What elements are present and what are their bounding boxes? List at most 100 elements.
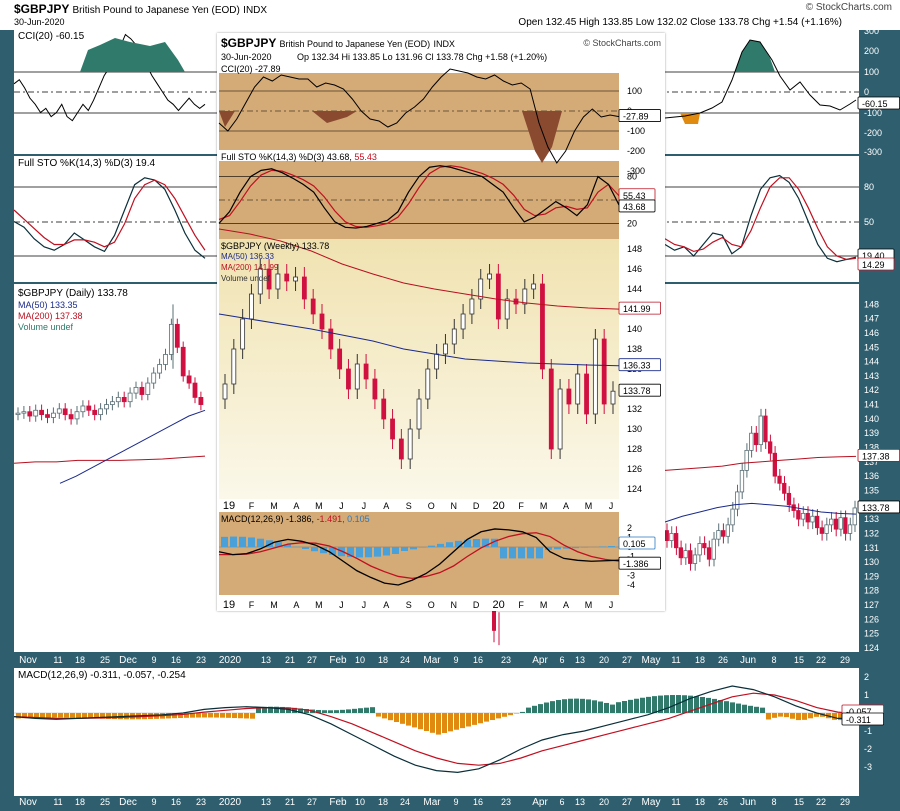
weekly-macd-bar: [518, 547, 525, 559]
daily-macd-bar: [460, 713, 465, 729]
weekly-price-tick: 148: [627, 244, 642, 254]
daily-x-label-bottom: 9: [151, 797, 156, 807]
daily-candle: [833, 518, 839, 530]
daily-candle: [815, 515, 820, 529]
weekly-candle: [425, 368, 431, 400]
daily-x-label-bottom: 26: [718, 797, 728, 807]
daily-x-label: 29: [840, 655, 850, 665]
weekly-candle: [240, 318, 246, 350]
weekly-candle: [487, 273, 492, 280]
weekly-macd-bar: [446, 542, 453, 547]
weekly-candle: [540, 283, 545, 370]
weekly-ohlc: Op 132.34 Hi 133.85 Lo 131.96 Cl 133.78 …: [297, 52, 548, 62]
weekly-macd-bar: [302, 547, 309, 549]
daily-macd-bar: [172, 713, 177, 719]
daily-macd-plot: [13, 685, 860, 774]
daily-x-label-bottom: 24: [400, 797, 410, 807]
weekly-cci-tag: -27.89: [623, 112, 649, 122]
weekly-macd-bar: [284, 544, 291, 547]
weekly-candle: [548, 368, 554, 450]
weekly-x-label-bottom: A: [563, 600, 569, 610]
chart-title: $GBPJPY British Pound to Japanese Yen (E…: [14, 2, 268, 16]
daily-candle: [805, 512, 810, 523]
weekly-macd-bar: [563, 547, 570, 549]
daily-x-label: 27: [622, 655, 632, 665]
weekly-macd-line: [218, 528, 620, 586]
daily-macd-bar: [736, 703, 741, 713]
weekly-sto-label: Full STO %K(14,3) %D(3) 43.68, 55.43: [221, 152, 377, 162]
weekly-cci-tick: -200: [627, 146, 645, 156]
daily-macd-bar: [58, 713, 63, 718]
daily-candle: [27, 411, 33, 417]
daily-x-label-bottom: 11: [53, 797, 62, 807]
daily-macd-bar: [190, 713, 195, 718]
daily-candle: [68, 414, 74, 420]
weekly-macd-bar: [491, 538, 498, 547]
daily-macd-bar: [808, 713, 813, 719]
weekly-x-label-bottom: M: [585, 600, 593, 610]
weekly-x-label-bottom: A: [293, 600, 299, 610]
daily-candle: [739, 470, 745, 493]
weekly-volume-label: Volume undef: [221, 274, 270, 283]
daily-macd-bar: [772, 713, 777, 718]
daily-x-label-bottom: 21: [285, 797, 295, 807]
weekly-macd-bar: [329, 547, 336, 555]
daily-candle: [786, 492, 792, 506]
daily-candle: [744, 449, 749, 471]
daily-x-label: 20: [599, 655, 609, 665]
daily-price-tick: 136: [864, 471, 879, 481]
daily-macd-bar: [82, 713, 87, 719]
daily-macd-bar: [268, 706, 273, 713]
daily-cci-tick: 300: [864, 26, 879, 36]
daily-x-label: May: [642, 655, 661, 666]
weekly-candle: [328, 328, 334, 350]
daily-macd-bar: [394, 713, 399, 722]
daily-x-label-bottom: Dec: [119, 797, 137, 808]
weekly-ma200-tag: 141.99: [623, 304, 651, 314]
daily-x-label: Dec: [119, 655, 137, 666]
daily-macd-bar: [52, 713, 57, 718]
daily-price-tick: 140: [864, 414, 879, 424]
daily-candle: [51, 412, 56, 418]
daily-macd-bar: [562, 699, 567, 713]
weekly-macd-tick: -4: [627, 580, 635, 590]
weekly-candle: [354, 363, 360, 390]
daily-macd-bar: [400, 713, 405, 724]
daily-candle: [782, 482, 787, 494]
daily-x-label: 18: [695, 655, 705, 665]
daily-ma50-right: [664, 502, 857, 523]
daily-macd-bar: [718, 700, 723, 713]
weekly-macd-bar: [572, 547, 579, 549]
weekly-macd-bar: [266, 540, 273, 547]
daily-price-tick: 144: [864, 357, 879, 367]
daily-macd-tick: -3: [864, 762, 872, 772]
daily-cci-tick: 0: [864, 87, 869, 97]
daily-cci-tick: 100: [864, 67, 879, 77]
weekly-macd-bar: [392, 547, 399, 554]
weekly-macd-bar: [320, 547, 327, 554]
weekly-x-label-bottom: F: [249, 600, 255, 610]
daily-macd-bar: [724, 701, 729, 713]
weekly-x-label: O: [428, 501, 435, 511]
daily-x-label-bottom: 23: [501, 797, 511, 807]
daily-x-label: 13: [575, 655, 585, 665]
daily-volume-label: Volume undef: [18, 322, 74, 332]
weekly-macd-bar: [428, 545, 435, 547]
weekly-x-label: A: [383, 501, 389, 511]
daily-x-label: 9: [453, 655, 458, 665]
daily-candle: [838, 517, 843, 530]
weekly-macd-bar: [527, 547, 534, 559]
weekly-x-label-bottom: O: [428, 600, 435, 610]
weekly-ma50-tag-box: [618, 358, 661, 372]
daily-x-label-bottom: 27: [622, 797, 632, 807]
weekly-macd-bar: [365, 547, 372, 558]
daily-candle: [763, 415, 768, 443]
weekly-price-tick: 126: [627, 464, 642, 474]
daily-candle: [843, 517, 848, 534]
weekly-x-label-bottom: M: [540, 600, 548, 610]
daily-cci-tick: -100: [864, 108, 882, 118]
daily-macd-bar: [502, 713, 507, 717]
daily-macd-bar: [370, 707, 375, 713]
daily-x-label-bottom: 23: [196, 797, 206, 807]
daily-candle: [847, 524, 853, 534]
